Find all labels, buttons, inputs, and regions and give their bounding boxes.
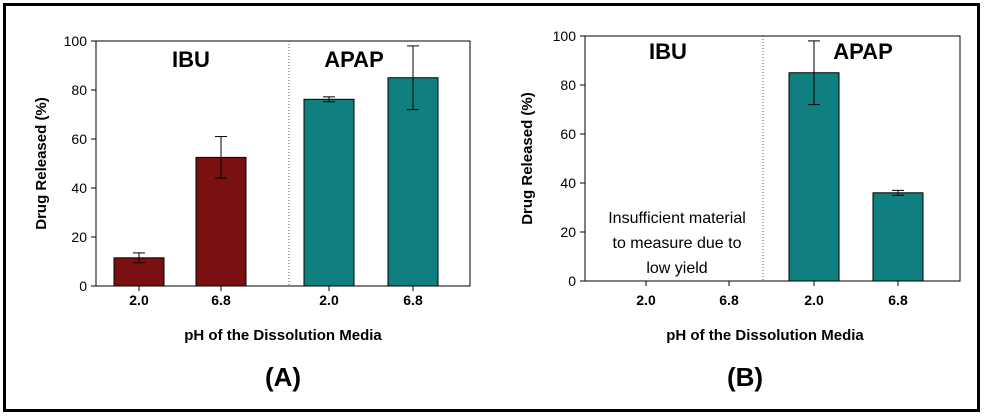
x-tick-label: 2.0 bbox=[129, 292, 149, 308]
bar-ibu-0 bbox=[113, 257, 165, 287]
annotation-line: to measure due to bbox=[613, 235, 742, 252]
x-tick-label: 6.8 bbox=[888, 292, 908, 308]
y-tick-label: 20 bbox=[560, 224, 576, 240]
y-axis-label: Drug Released (%) bbox=[519, 92, 536, 225]
group-label-apap: APAP bbox=[833, 39, 893, 64]
y-tick-label: 0 bbox=[79, 278, 87, 294]
plot-area-0 bbox=[95, 40, 471, 287]
y-tick-label: 40 bbox=[560, 175, 576, 191]
x-tick-label: 6.8 bbox=[211, 292, 231, 308]
bar-ibu-1 bbox=[195, 156, 247, 287]
x-axis-label: pH of the Dissolution Media bbox=[666, 327, 864, 344]
y-tick-label: 40 bbox=[71, 180, 87, 196]
group-label-ibu: IBU bbox=[172, 47, 210, 72]
bar-apap-2 bbox=[788, 72, 840, 282]
y-tick-label: 0 bbox=[568, 273, 576, 289]
bar-apap-3 bbox=[387, 77, 439, 287]
bar-apap-2 bbox=[303, 98, 355, 287]
y-tick-label: 80 bbox=[71, 82, 87, 98]
group-label-apap: APAP bbox=[324, 47, 384, 72]
y-tick-label: 60 bbox=[71, 131, 87, 147]
x-tick-label: 2.0 bbox=[804, 292, 824, 308]
y-tick-label: 20 bbox=[71, 229, 87, 245]
x-tick-label: 2.0 bbox=[636, 292, 656, 308]
x-tick-label: 2.0 bbox=[319, 292, 339, 308]
plot-area-1 bbox=[584, 35, 961, 282]
x-tick-label: 6.8 bbox=[403, 292, 423, 308]
y-tick-label: 80 bbox=[560, 77, 576, 93]
y-tick-label: 60 bbox=[560, 126, 576, 142]
x-tick-label: 6.8 bbox=[719, 292, 739, 308]
y-tick-label: 100 bbox=[553, 28, 577, 44]
x-axis-label: pH of the Dissolution Media bbox=[184, 327, 382, 344]
panel-label: (A) bbox=[265, 362, 301, 392]
y-tick-label: 100 bbox=[64, 33, 88, 49]
panel-label: (B) bbox=[727, 362, 763, 392]
group-label-ibu: IBU bbox=[649, 39, 687, 64]
annotation-line: low yield bbox=[646, 260, 707, 277]
y-axis-label: Drug Released (%) bbox=[33, 97, 50, 230]
bar-apap-3 bbox=[872, 192, 924, 282]
annotation-line: Insufficient material bbox=[608, 210, 746, 227]
